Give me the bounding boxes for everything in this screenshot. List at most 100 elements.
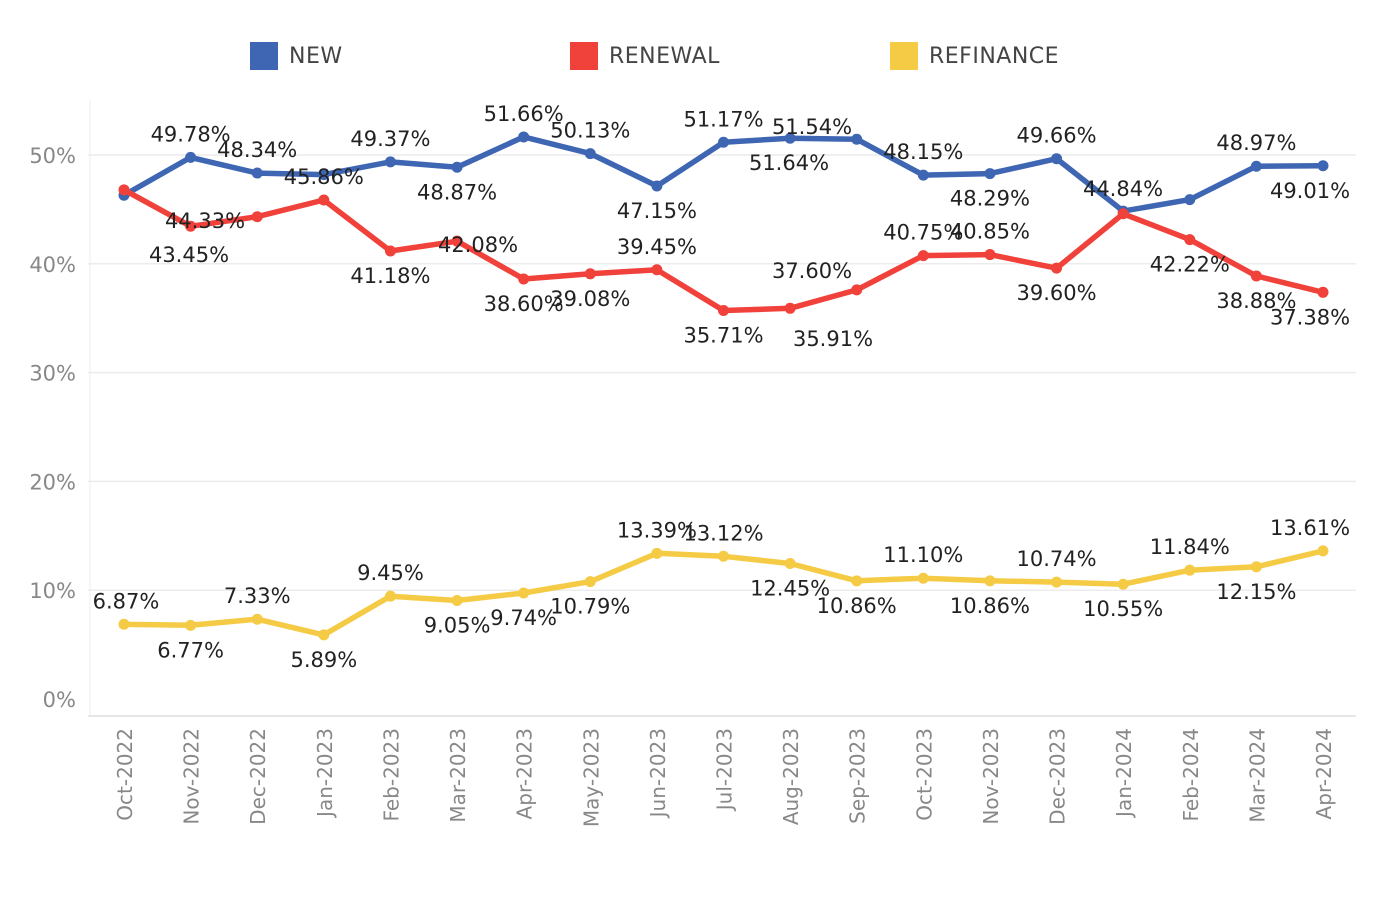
data-point-refinance (784, 558, 796, 570)
data-point-renewal (584, 268, 596, 280)
data-label-refinance: 13.12% (683, 521, 763, 545)
x-tick-label: Feb-2023 (379, 728, 403, 822)
legend-swatch-new (250, 42, 278, 70)
y-tick-label: 0% (43, 688, 76, 712)
data-point-renewal (917, 250, 929, 262)
data-point-renewal (185, 220, 197, 232)
legend-refinance: REFINANCE (890, 42, 1059, 70)
x-tick-label: Nov-2022 (180, 728, 204, 825)
data-label-renewal: 42.22% (1150, 253, 1230, 277)
data-label-refinance: 12.45% (750, 577, 830, 601)
x-tick-label: Jun-2023 (646, 728, 670, 819)
data-point-renewal (784, 302, 796, 314)
data-label-new: 44.84% (1083, 177, 1163, 201)
data-label-renewal: 39.08% (550, 287, 630, 311)
y-tick-label: 50% (29, 144, 76, 168)
x-tick-label: Jan-2024 (1112, 728, 1136, 819)
x-tick-label: Sep-2023 (846, 728, 870, 824)
data-label-new: 48.87% (417, 180, 497, 204)
data-point-refinance (1051, 576, 1063, 588)
data-point-refinance (851, 575, 863, 587)
data-label-renewal: 37.38% (1270, 305, 1350, 329)
x-tick-label: Apr-2023 (513, 728, 537, 819)
data-point-refinance (118, 618, 130, 630)
data-label-renewal: 44.33% (165, 209, 245, 233)
data-point-renewal (1184, 234, 1196, 246)
data-point-refinance (185, 619, 197, 631)
legend-label-renewal: RENEWAL (609, 43, 720, 69)
data-point-new (318, 169, 330, 181)
x-tick-label: May-2023 (579, 728, 603, 827)
data-label-refinance: 12.15% (1216, 580, 1296, 604)
data-point-renewal (1051, 262, 1063, 274)
data-point-refinance (584, 576, 596, 588)
data-label-renewal: 38.60% (484, 292, 564, 316)
x-tick-label: Feb-2024 (1179, 728, 1203, 822)
x-tick-label: Jan-2023 (313, 728, 337, 819)
data-point-new (651, 180, 663, 192)
data-point-renewal (1317, 286, 1329, 298)
y-tick-label: 40% (29, 253, 76, 277)
data-label-new: 47.15% (617, 199, 697, 223)
data-label-new: 51.64% (749, 151, 829, 175)
data-point-refinance (384, 590, 396, 602)
data-label-new: 48.15% (883, 140, 963, 164)
data-label-new: 48.29% (950, 187, 1030, 211)
data-point-renewal (1117, 208, 1129, 220)
data-label-new: 49.66% (1017, 124, 1097, 148)
data-label-renewal: 39.45% (617, 235, 697, 259)
x-tick-label: Dec-2023 (1046, 728, 1070, 825)
data-label-new: 49.78% (151, 122, 231, 146)
data-label-new: 51.54% (772, 115, 852, 139)
data-point-refinance (251, 613, 263, 625)
x-tick-label: Nov-2023 (979, 728, 1003, 825)
data-label-renewal: 43.45% (149, 243, 229, 267)
data-label-renewal: 35.71% (683, 323, 763, 347)
data-label-renewal: 35.91% (793, 327, 873, 351)
y-tick-label: 20% (29, 470, 76, 494)
data-label-new: 48.97% (1216, 131, 1296, 155)
data-label-new: 51.66% (484, 102, 564, 126)
legend-label-refinance: REFINANCE (929, 43, 1060, 69)
x-tick-label: Mar-2023 (446, 728, 470, 823)
data-point-new (251, 167, 263, 179)
data-point-new (451, 161, 463, 173)
x-tick-label: Jul-2023 (713, 728, 737, 812)
data-point-renewal (718, 304, 729, 316)
data-point-new (1250, 160, 1262, 172)
data-label-refinance: 7.33% (224, 584, 291, 608)
legend-swatch-renewal (570, 42, 598, 70)
data-point-refinance (718, 550, 729, 562)
data-label-refinance: 10.74% (1017, 547, 1097, 571)
data-label-renewal: 42.08% (438, 233, 518, 257)
data-point-renewal (651, 264, 663, 276)
data-point-new (518, 131, 530, 143)
data-point-refinance (1250, 561, 1262, 573)
data-label-refinance: 11.84% (1150, 535, 1230, 559)
data-label-renewal: 39.60% (1017, 281, 1097, 305)
data-label-refinance: 10.79% (550, 595, 630, 619)
y-tick-label: 10% (29, 579, 76, 603)
data-point-refinance (1317, 545, 1329, 557)
data-label-renewal: 37.60% (772, 259, 852, 283)
x-tick-label: Oct-2022 (113, 728, 137, 821)
x-tick-label: Oct-2023 (912, 728, 936, 821)
x-tick-label: Aug-2023 (779, 728, 803, 825)
data-point-refinance (1184, 564, 1196, 576)
data-point-new (917, 169, 929, 181)
x-tick-label: Dec-2022 (246, 728, 270, 825)
data-label-refinance: 6.77% (157, 638, 224, 662)
data-point-refinance (318, 629, 330, 641)
data-point-new (718, 136, 729, 148)
data-point-new (851, 133, 863, 145)
data-point-new (1051, 153, 1063, 165)
data-point-refinance (451, 595, 463, 607)
data-label-renewal: 45.86% (284, 165, 364, 189)
data-point-new (984, 168, 996, 180)
data-point-refinance (984, 575, 996, 587)
data-point-renewal (318, 194, 330, 206)
data-point-refinance (1117, 578, 1129, 590)
data-label-refinance: 9.05% (424, 614, 491, 638)
data-point-renewal (384, 245, 396, 257)
